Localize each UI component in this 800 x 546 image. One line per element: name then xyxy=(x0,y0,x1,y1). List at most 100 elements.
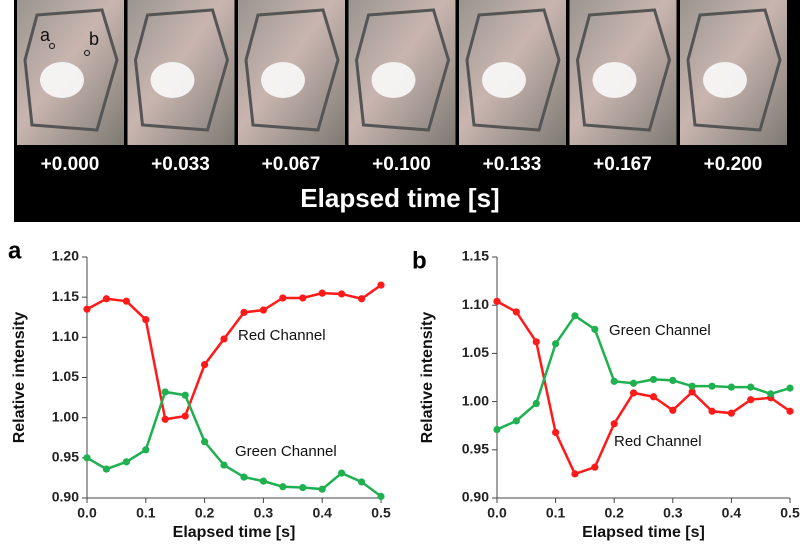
data-point xyxy=(240,473,248,481)
y-tick-label: 1.05 xyxy=(462,344,489,360)
data-point xyxy=(493,425,501,434)
y-tick-label: 1.05 xyxy=(52,368,79,384)
data-point xyxy=(181,391,189,399)
data-point xyxy=(708,407,716,415)
data-point xyxy=(767,390,775,398)
data-point xyxy=(357,295,366,303)
frame-label: +0.100 xyxy=(372,154,431,175)
data-point xyxy=(512,417,520,425)
y-tick-label: 1.10 xyxy=(52,328,79,344)
bright-spot xyxy=(40,62,84,98)
frame-housing xyxy=(686,8,782,132)
bright-spot xyxy=(150,62,195,98)
frame-housing xyxy=(133,8,230,132)
marker xyxy=(84,50,90,56)
y-tick-label: 0.95 xyxy=(462,441,489,457)
x-tick-label: 0.2 xyxy=(195,505,215,521)
x-axis-label: Elapsed time [s] xyxy=(173,524,296,541)
data-point xyxy=(786,384,794,392)
y-axis-label: Relative intensity xyxy=(11,312,28,444)
data-point xyxy=(279,483,287,491)
frame-label: +0.067 xyxy=(262,154,321,175)
series-label: Green Channel xyxy=(609,322,711,339)
strip-xlabel: Elapsed time [s] xyxy=(300,183,499,213)
data-point xyxy=(688,382,696,390)
marker-label: b xyxy=(89,29,99,49)
data-point xyxy=(727,383,736,391)
data-point xyxy=(532,338,540,346)
frame-label: +0.033 xyxy=(151,154,210,175)
x-axis-label: Elapsed time [s] xyxy=(582,524,705,541)
series-label: Red Channel xyxy=(614,433,702,450)
data-point xyxy=(649,393,658,401)
data-point xyxy=(102,465,111,473)
marker-label: a xyxy=(40,25,51,45)
marker xyxy=(49,43,55,49)
frame-housing xyxy=(244,8,340,132)
data-point xyxy=(338,290,346,298)
frame-label: +0.133 xyxy=(483,154,542,175)
data-point xyxy=(161,415,169,423)
x-tick-label: 0.1 xyxy=(546,505,566,521)
data-point xyxy=(122,458,130,466)
y-tick-label: 0.95 xyxy=(52,449,79,465)
y-tick-label: 0.90 xyxy=(52,489,79,505)
data-point xyxy=(142,446,150,454)
data-point xyxy=(240,308,248,317)
frame-housing xyxy=(575,8,672,132)
data-point xyxy=(552,340,560,348)
data-point xyxy=(552,428,560,437)
data-point xyxy=(786,407,794,415)
series-label: Green Channel xyxy=(235,443,337,460)
data-point xyxy=(318,289,326,297)
data-point xyxy=(532,399,540,408)
x-tick-label: 0.0 xyxy=(487,505,507,521)
bright-spot xyxy=(592,62,637,98)
data-point xyxy=(649,375,658,384)
data-point xyxy=(669,406,677,414)
data-point xyxy=(338,469,346,477)
frame-label: +0.167 xyxy=(593,154,652,175)
data-point xyxy=(201,438,209,446)
data-point xyxy=(629,379,638,387)
data-point xyxy=(142,316,150,324)
frame-housing xyxy=(465,8,561,132)
data-point xyxy=(629,389,638,397)
data-point xyxy=(669,376,677,384)
bright-spot xyxy=(703,62,747,98)
x-tick-label: 0.4 xyxy=(722,505,742,521)
bright-spot xyxy=(261,62,305,98)
data-point xyxy=(299,483,307,492)
bright-spot xyxy=(482,62,526,98)
data-point xyxy=(220,335,228,343)
series-label: Red Channel xyxy=(238,327,326,344)
y-tick-label: 1.10 xyxy=(462,296,489,312)
data-point xyxy=(512,308,520,316)
data-point xyxy=(357,478,366,486)
data-point xyxy=(83,305,91,313)
data-point xyxy=(279,294,287,302)
y-tick-label: 1.20 xyxy=(52,248,79,264)
data-point xyxy=(318,485,326,493)
bright-spot xyxy=(371,62,416,98)
x-tick-label: 0.2 xyxy=(604,505,624,521)
y-tick-label: 0.90 xyxy=(462,489,489,505)
series-line xyxy=(496,300,791,476)
frame-housing xyxy=(354,8,451,132)
data-point xyxy=(747,383,755,391)
data-point xyxy=(571,470,579,478)
data-point xyxy=(299,294,307,302)
panel-label: b xyxy=(412,247,427,274)
data-point xyxy=(377,492,385,500)
data-point xyxy=(610,377,618,385)
frame-label: +0.000 xyxy=(41,154,100,175)
data-point xyxy=(201,361,209,369)
data-point xyxy=(591,325,599,333)
x-tick-label: 0.5 xyxy=(780,505,800,521)
data-point xyxy=(377,281,385,289)
series-line xyxy=(86,390,382,498)
y-tick-label: 1.00 xyxy=(462,392,489,408)
data-point xyxy=(259,477,267,485)
frame-housing xyxy=(23,8,119,132)
